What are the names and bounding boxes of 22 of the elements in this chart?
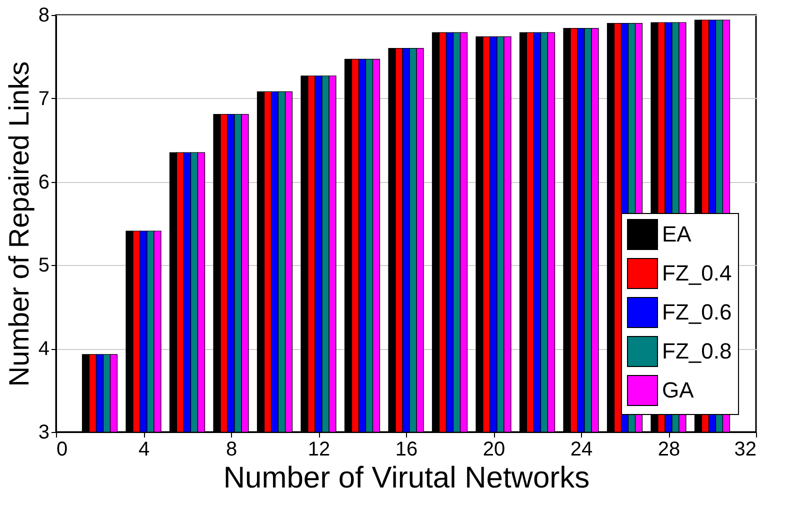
x-tick-label: 20 (482, 438, 506, 460)
x-tick-label: 16 (395, 438, 418, 460)
y-tick-label: 5 (38, 254, 50, 277)
x-tick-label: 32 (734, 438, 756, 460)
y-tick-label: 8 (38, 4, 50, 26)
y-tick-label: 4 (38, 338, 50, 360)
y-tick-label: 7 (38, 88, 50, 110)
x-tick-label: 28 (658, 438, 680, 460)
x-axis-title: Number of Virutal Networks (223, 462, 590, 494)
x-tick-label: 12 (308, 438, 330, 460)
y-axis-title: Number of Repaired Links (3, 61, 34, 387)
legend-label: EA (662, 222, 692, 246)
x-tick-label: 0 (56, 438, 68, 460)
legend-label: FZ_0.8 (662, 338, 732, 364)
legend-label: FZ_0.4 (662, 260, 732, 286)
legend-label: GA (662, 378, 694, 402)
x-tick-label: 8 (226, 438, 238, 460)
y-tick-label: 6 (38, 171, 50, 194)
y-tick-label: 3 (38, 422, 50, 444)
x-tick-label: 4 (138, 438, 150, 460)
x-tick-label: 24 (570, 438, 593, 460)
legend-label: FZ_0.6 (662, 300, 732, 324)
